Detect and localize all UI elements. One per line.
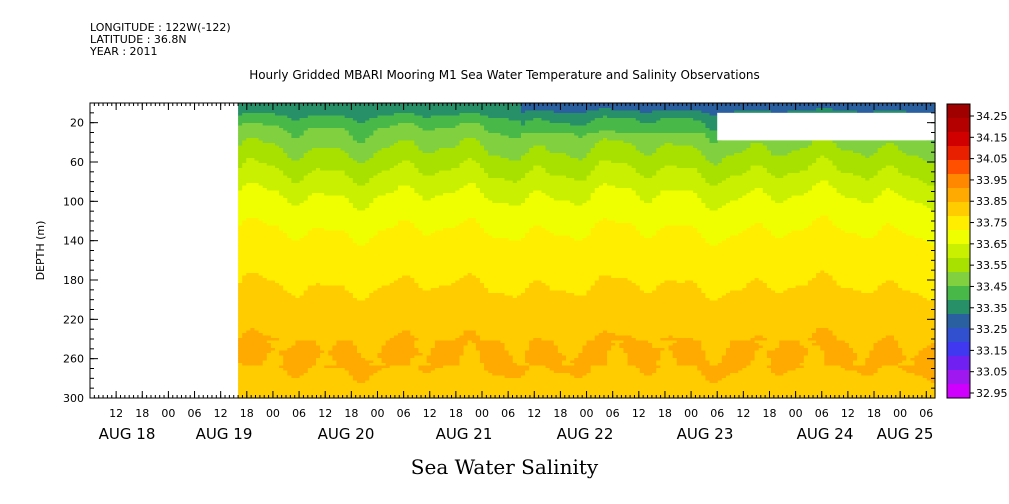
x-axis: 12 18 00 06 12 18 00 06 12 18 00 06 12 18 00 06 12 18 00 06… <box>89 103 936 443</box>
chart-title: Hourly Gridded MBARI Mooring M1 Sea Wate… <box>0 68 1009 82</box>
x-hour-label: 06 <box>815 407 829 420</box>
x-hour-label: 06 <box>292 407 306 420</box>
x-hour-label: 00 <box>266 407 280 420</box>
x-hour-label: 00 <box>893 407 907 420</box>
colorbar-swatch <box>947 384 970 399</box>
y-axis: 20 60 100 140 180 220 260 300 DEPTH (m) <box>34 112 935 405</box>
longitude-label: LONGITUDE : 122W(-122) <box>90 22 231 34</box>
x-hour-label: 06 <box>919 407 933 420</box>
x-hour-label: 18 <box>135 407 149 420</box>
colorbar-swatch <box>947 328 970 343</box>
colorbar-label: 33.35 <box>976 302 1008 315</box>
x-hour-label: 12 <box>109 407 123 420</box>
colorbar-label: 33.45 <box>976 280 1008 293</box>
colorbar-swatch <box>947 300 970 315</box>
y-tick-label: 20 <box>70 117 84 130</box>
x-hour-label: 00 <box>580 407 594 420</box>
x-hour-label: 06 <box>188 407 202 420</box>
colorbar-swatch <box>947 188 970 203</box>
x-hour-label: 00 <box>789 407 803 420</box>
y-tick-label: 260 <box>63 353 84 366</box>
x-day-label: AUG 19 <box>196 425 253 443</box>
x-hour-label: 06 <box>397 407 411 420</box>
colorbar-swatch <box>947 230 970 245</box>
x-hour-label: 18 <box>240 407 254 420</box>
colorbar-border <box>946 103 971 399</box>
colorbar-label: 34.25 <box>976 110 1008 123</box>
colorbar-swatch <box>947 174 970 189</box>
colorbar-swatch <box>947 272 970 287</box>
x-hour-label: 18 <box>344 407 358 420</box>
x-hour-label: 18 <box>449 407 463 420</box>
colorbar-swatch <box>947 118 970 133</box>
x-hour-label: 12 <box>318 407 332 420</box>
x-hour-label: 12 <box>841 407 855 420</box>
colorbar-swatch <box>947 146 970 161</box>
plot-area <box>238 103 936 399</box>
colorbar-swatch <box>947 258 970 273</box>
colorbar-swatch <box>947 286 970 301</box>
colorbar-swatch <box>947 314 970 329</box>
colorbar-swatch <box>947 244 970 259</box>
colorbar-swatch <box>947 216 970 231</box>
y-tick-label: 300 <box>63 392 84 405</box>
x-hour-label: 06 <box>501 407 515 420</box>
x-hour-label: 06 <box>606 407 620 420</box>
x-hour-label: 06 <box>710 407 724 420</box>
x-day-label: AUG 22 <box>557 425 614 443</box>
latitude-label: LATITUDE : 36.8N <box>90 34 231 46</box>
colorbar-label: 34.05 <box>976 153 1008 166</box>
colorbar-label: 32.95 <box>976 387 1008 400</box>
colorbar-swatch <box>947 104 970 119</box>
colorbar-swatch <box>947 160 970 175</box>
x-day-label: AUG 21 <box>436 425 493 443</box>
colorbar-label: 33.55 <box>976 259 1008 272</box>
missing-data-region <box>717 112 935 141</box>
colorbar-swatch <box>947 370 970 385</box>
x-hour-label: 18 <box>762 407 776 420</box>
x-day-label: AUG 25 <box>877 425 934 443</box>
x-hour-label: 12 <box>632 407 646 420</box>
x-hour-label: 12 <box>214 407 228 420</box>
x-hour-label: 18 <box>658 407 672 420</box>
colorbar-label: 33.25 <box>976 323 1008 336</box>
x-hour-label: 00 <box>161 407 175 420</box>
salinity-cells <box>238 103 936 399</box>
x-hour-label: 12 <box>423 407 437 420</box>
colorbar: 34.25 34.15 34.05 33.95 33.85 33.75 33.65 33.55… <box>946 103 1008 400</box>
x-day-label: AUG 24 <box>797 425 854 443</box>
colorbar-variable-title: Sea Water Salinity <box>0 455 1009 479</box>
year-label: YEAR : 2011 <box>90 46 231 58</box>
y-tick-label: 100 <box>63 195 84 208</box>
x-hour-label: 12 <box>736 407 750 420</box>
colorbar-label: 33.95 <box>976 174 1008 187</box>
colorbar-label: 33.85 <box>976 195 1008 208</box>
colorbar-label: 34.15 <box>976 131 1008 144</box>
x-hour-label: 00 <box>475 407 489 420</box>
y-tick-label: 60 <box>70 156 84 169</box>
x-hour-label: 00 <box>370 407 384 420</box>
x-hour-label: 12 <box>527 407 541 420</box>
colorbar-swatch <box>947 132 970 147</box>
x-hour-label: 18 <box>553 407 567 420</box>
x-day-label: AUG 18 <box>99 425 156 443</box>
metadata-header: LONGITUDE : 122W(-122) LATITUDE : 36.8N … <box>90 22 231 58</box>
colorbar-label: 33.65 <box>976 238 1008 251</box>
y-tick-label: 140 <box>63 235 84 248</box>
colorbar-swatch <box>947 342 970 357</box>
x-hour-label: 18 <box>867 407 881 420</box>
y-tick-label: 220 <box>63 313 84 326</box>
colorbar-swatch <box>947 356 970 371</box>
colorbar-label: 33.75 <box>976 217 1008 230</box>
y-tick-label: 180 <box>63 274 84 287</box>
colorbar-swatch <box>947 202 970 217</box>
colorbar-label: 33.05 <box>976 366 1008 379</box>
x-day-label: AUG 23 <box>677 425 734 443</box>
x-hour-label: 00 <box>684 407 698 420</box>
x-day-label: AUG 20 <box>318 425 375 443</box>
colorbar-label: 33.15 <box>976 344 1008 357</box>
y-axis-label: DEPTH (m) <box>34 221 47 281</box>
